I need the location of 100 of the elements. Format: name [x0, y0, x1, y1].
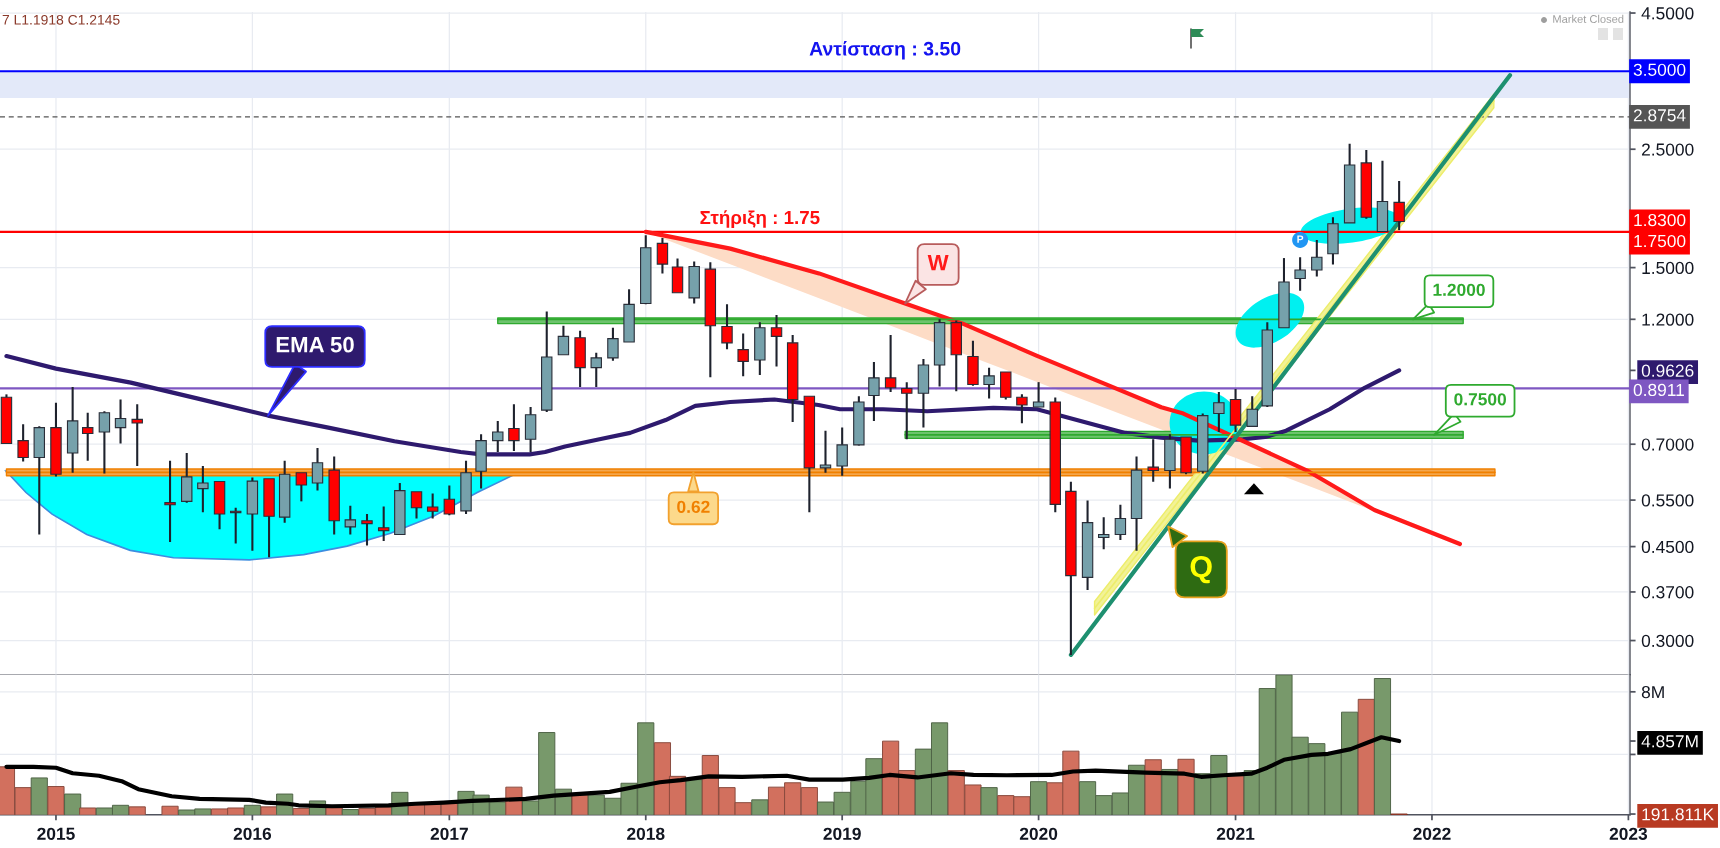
x-tick-label: 2020: [1019, 827, 1058, 840]
candlestick: [508, 403, 520, 452]
candlestick: [688, 260, 700, 305]
line-series: [4, 353, 1402, 457]
y-tick-label: 2.5000: [1641, 143, 1694, 156]
candlestick: [590, 351, 602, 389]
candlestick: [1097, 516, 1110, 551]
line-series: [4, 735, 1402, 809]
annotation: Market Closed: [1553, 14, 1624, 23]
series-label: 1.2000: [1433, 283, 1485, 296]
candlestick: [164, 459, 176, 544]
series-label: Q: [1190, 556, 1212, 584]
candlestick: [114, 398, 127, 445]
y-tick-label: 0.4500: [1641, 540, 1694, 554]
bar: [1030, 781, 1048, 815]
candlestick: [1164, 433, 1176, 490]
candlestick: [671, 257, 684, 294]
text: 1.8300: [1634, 213, 1686, 227]
candlestick: [524, 405, 537, 453]
candlestick: [197, 465, 209, 514]
series-label: 0.7500: [1454, 393, 1506, 406]
series-label: W: [927, 254, 949, 271]
candlestick: [933, 318, 946, 388]
annotation: P: [1297, 235, 1304, 243]
candlestick: [1376, 159, 1389, 233]
candlestick: [1261, 321, 1274, 407]
candlestick: [213, 480, 226, 531]
bar: [161, 805, 179, 815]
y-tick-label: 191.811K: [1642, 808, 1714, 821]
bar: [1177, 758, 1195, 815]
x-tick-label: 2017: [430, 827, 468, 840]
y-tick-label: 8M: [1641, 685, 1664, 699]
candlestick: [66, 385, 79, 474]
bar: [260, 806, 278, 815]
candlestick: [311, 446, 324, 492]
bar: [1373, 678, 1392, 815]
candlestick: [1032, 381, 1045, 408]
candlestick: [1114, 503, 1127, 542]
candlestick: [0, 393, 13, 445]
candlestick: [1016, 393, 1028, 425]
y-tick-label: 0.5500: [1641, 494, 1694, 507]
bar: [571, 794, 589, 815]
candlestick: [328, 455, 340, 536]
y-tick-label: 0.7000: [1641, 438, 1694, 451]
candlestick: [704, 261, 717, 379]
candlestick: [377, 505, 390, 543]
candlestick: [81, 411, 94, 462]
y-tick-label: 1.2000: [1642, 313, 1694, 326]
candlestick: [770, 313, 783, 368]
y-tick-label: 4.857M: [1641, 735, 1698, 748]
candlestick: [950, 319, 962, 393]
candlestick: [344, 504, 357, 536]
x-tick-label: 2023: [1609, 827, 1648, 840]
candlestick: [361, 512, 373, 547]
candlestick: [901, 381, 913, 441]
candlestick: [426, 492, 439, 520]
x-tick-label: 2018: [627, 827, 665, 840]
x-tick-label: 2015: [37, 827, 75, 840]
candlestick: [17, 423, 29, 463]
candlestick: [721, 303, 733, 351]
candlestick: [1311, 238, 1323, 278]
bar: [1144, 759, 1162, 815]
text: EMA 50: [276, 336, 354, 353]
candlestick: [1049, 396, 1062, 514]
candlestick: [836, 426, 848, 477]
y-tick-label: 4.5000: [1641, 7, 1694, 20]
candlestick: [1294, 256, 1306, 292]
ref-line-label: 3.5000: [1633, 63, 1686, 76]
candlestick: [737, 332, 749, 378]
candlestick: [853, 395, 865, 446]
candlestick: [1246, 395, 1258, 427]
x-tick-label: 2016: [233, 827, 272, 840]
y-tick-label: 1.5000: [1642, 261, 1694, 275]
candlestick: [1327, 216, 1339, 266]
candlestick: [295, 472, 308, 503]
ref-line-label: 0.8911: [1633, 383, 1684, 397]
annotation: Στήριξη : 1.75: [700, 210, 820, 228]
bar: [47, 786, 65, 815]
candlestick: [541, 310, 553, 414]
x-tick-label: 2022: [1413, 827, 1451, 840]
bar: [79, 807, 97, 815]
candlestick: [1147, 438, 1159, 483]
candlestick: [1081, 499, 1094, 592]
bar: [30, 777, 48, 815]
candlestick: [607, 326, 619, 362]
bar: [980, 787, 998, 815]
candlestick: [656, 236, 669, 275]
candlestick: [640, 234, 652, 305]
annotation: 7 L1.1918 C1.2145: [2, 14, 120, 25]
candlestick: [131, 403, 143, 468]
candlestick: [983, 366, 995, 400]
candlestick: [263, 478, 275, 559]
ref-line-label: 1.7500: [1634, 234, 1686, 248]
candlestick: [868, 360, 880, 422]
candlestick: [278, 459, 291, 524]
candlestick: [460, 459, 472, 516]
x-tick-label: 2021: [1216, 827, 1255, 840]
candlestick: [410, 491, 423, 520]
y-tick-label: 0.9626: [1641, 364, 1694, 377]
candlestick: [917, 357, 930, 429]
